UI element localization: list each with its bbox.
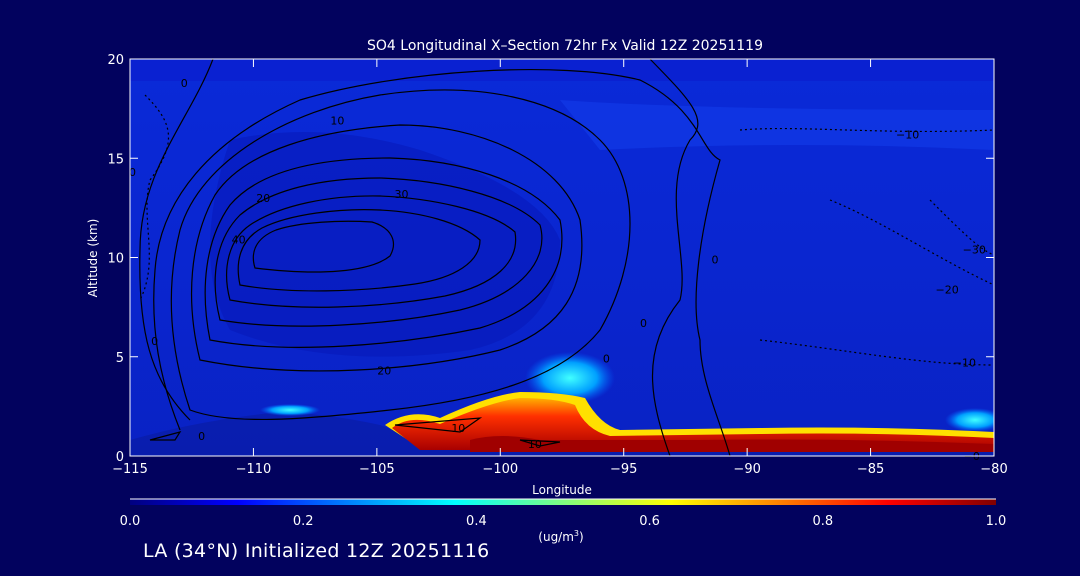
y-axis: 0 5 10 15 20 [107,53,994,465]
contour-label: 10 [528,438,542,451]
contour-10-surface-2 [519,439,561,447]
contour-5 [153,69,731,456]
chart-title: SO4 Longitudinal X–Section 72hr Fx Valid… [367,38,763,54]
colorbar-tick-label: 0.2 [293,514,314,529]
colorbar-label: (ug/m3) [538,529,583,544]
colorbar [130,499,996,505]
x-tick-label: −115 [112,462,148,477]
y-axis-label: Altitude (km) [86,219,100,298]
y-tick-label: 15 [107,152,124,167]
field-red-band [392,398,994,450]
contour-15 [190,124,583,372]
y-tick-label: 10 [107,252,124,267]
contour-label: 10 [330,115,344,128]
contour-label: 20 [377,365,391,378]
contour-40 [252,220,394,273]
colorbar-tick-label: 0.0 [120,514,141,529]
contour-label: −20 [935,283,958,296]
field-cyan-surface-right [945,408,994,432]
footer-caption: LA (34°N) Initialized 12Z 20251116 [143,540,490,562]
contours [139,59,994,456]
colorbar-tick-label: 0.4 [466,514,487,529]
field-cyan-plume [525,352,615,404]
y-tick-label: 0 [116,450,124,465]
contour-10 [170,89,631,421]
contour-label: 40 [232,234,246,247]
contour-20 [204,157,563,348]
field-plume-core [210,132,560,357]
contour-neg-20 [829,199,994,286]
contour-neg-10-top [739,127,994,133]
field-band-upper-right [560,100,994,150]
contour-label: −10 [953,357,976,370]
x-tick-label: −100 [482,462,518,477]
contour-label: 0 [198,430,205,443]
contour-label: −10 [896,128,919,141]
field-darkred-core [470,436,994,452]
x-tick-label: −80 [980,462,1007,477]
contour-0-right [649,59,699,456]
contour-label: −30 [963,244,986,257]
x-tick-label: −90 [733,462,760,477]
colorbar-ticks: 0.0 0.2 0.4 0.6 0.8 1.0 [120,514,1007,529]
contour-label: 0 [151,335,158,348]
x-axis: −115 −110 −105 −100 −95 −90 −85 −80 [112,59,1008,477]
contour-label: 0 [603,353,610,366]
x-tick-label: −95 [610,462,637,477]
plot-area [130,59,994,456]
contour-30 [226,195,517,308]
x-tick-label: −85 [857,462,884,477]
contour-0-surface [149,431,182,441]
contour-35 [237,209,481,292]
contour-25 [214,177,543,327]
contour-label: 0 [712,253,719,266]
x-axis-label: Longitude [532,483,592,497]
y-tick-label: 20 [107,53,124,68]
y-tick-label: 5 [116,351,124,366]
contour-label: 0 [129,166,136,179]
contour-label: 20 [256,192,270,205]
colorbar-tick-label: 1.0 [986,514,1007,529]
x-tick-label: −105 [359,462,395,477]
x-tick-label: −110 [236,462,272,477]
contour-10-surface [394,417,483,433]
contour-0-outer [139,59,214,421]
contour-label: 0 [181,77,188,90]
colorbar-tick-label: 0.8 [812,514,833,529]
contour-label: 10 [451,422,465,435]
contour-label: 30 [395,188,409,201]
colorbar-tick-label: 0.6 [639,514,660,529]
contour-label: 0 [640,317,647,330]
field-cyan-surface-left [260,404,320,416]
